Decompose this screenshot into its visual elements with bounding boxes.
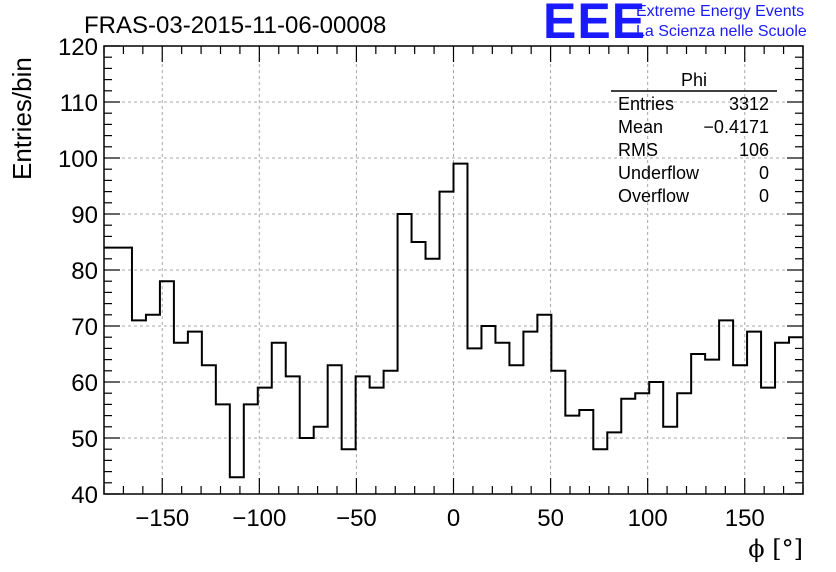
axis-ticks [103, 45, 804, 495]
eee-logo-mark: EEE [543, 0, 647, 49]
eee-logo-line2: La Scienza nelle Scuole [636, 23, 807, 40]
y-tick-label: 80 [71, 258, 98, 285]
x-tick-label: 50 [537, 505, 564, 532]
y-tick-label: 100 [58, 146, 98, 173]
y-axis-label: Entries/bin [7, 57, 37, 180]
x-tick-label: 0 [447, 505, 460, 532]
y-tick-label: 40 [71, 482, 98, 509]
histogram-line [104, 162, 803, 479]
x-tick-label: −150 [135, 505, 189, 532]
stats-value-entries: 3312 [729, 94, 769, 114]
y-tick-label: 90 [71, 202, 98, 229]
y-tick-label: 60 [71, 370, 98, 397]
stats-label-rms: RMS [618, 140, 658, 160]
x-tick-labels: −150 −100 −50 0 50 100 150 [135, 505, 765, 532]
y-tick-label: 120 [58, 34, 98, 61]
stats-label-entries: Entries [618, 94, 674, 114]
y-tick-label: 70 [71, 314, 98, 341]
stats-label-overflow: Overflow [618, 186, 690, 206]
stats-box: Phi Entries 3312 Mean −0.4171 RMS 106 Un… [611, 70, 777, 206]
x-tick-label: −100 [232, 505, 286, 532]
x-axis-label: ϕ [°] [748, 535, 803, 563]
grid-lines [104, 45, 803, 495]
x-tick-label: −50 [336, 505, 377, 532]
stats-value-mean: −0.4171 [703, 117, 769, 137]
x-tick-label: 100 [628, 505, 668, 532]
eee-logo-line1: Extreme Energy Events [636, 3, 805, 20]
stats-value-overflow: 0 [759, 186, 769, 206]
stats-value-rms: 106 [739, 140, 769, 160]
y-tick-labels: 40 50 60 70 80 90 100 110 120 [58, 34, 98, 509]
eee-logo: EEE Extreme Energy Events La Scienza nel… [543, 0, 833, 49]
stats-label-underflow: Underflow [618, 163, 700, 183]
chart-title: FRAS-03-2015-11-06-00008 [84, 12, 386, 39]
y-tick-label: 110 [60, 90, 98, 117]
y-tick-label: 50 [71, 426, 98, 453]
stats-title: Phi [681, 70, 707, 90]
x-tick-label: 150 [725, 505, 765, 532]
stats-label-mean: Mean [618, 117, 663, 137]
stats-value-underflow: 0 [759, 163, 769, 183]
